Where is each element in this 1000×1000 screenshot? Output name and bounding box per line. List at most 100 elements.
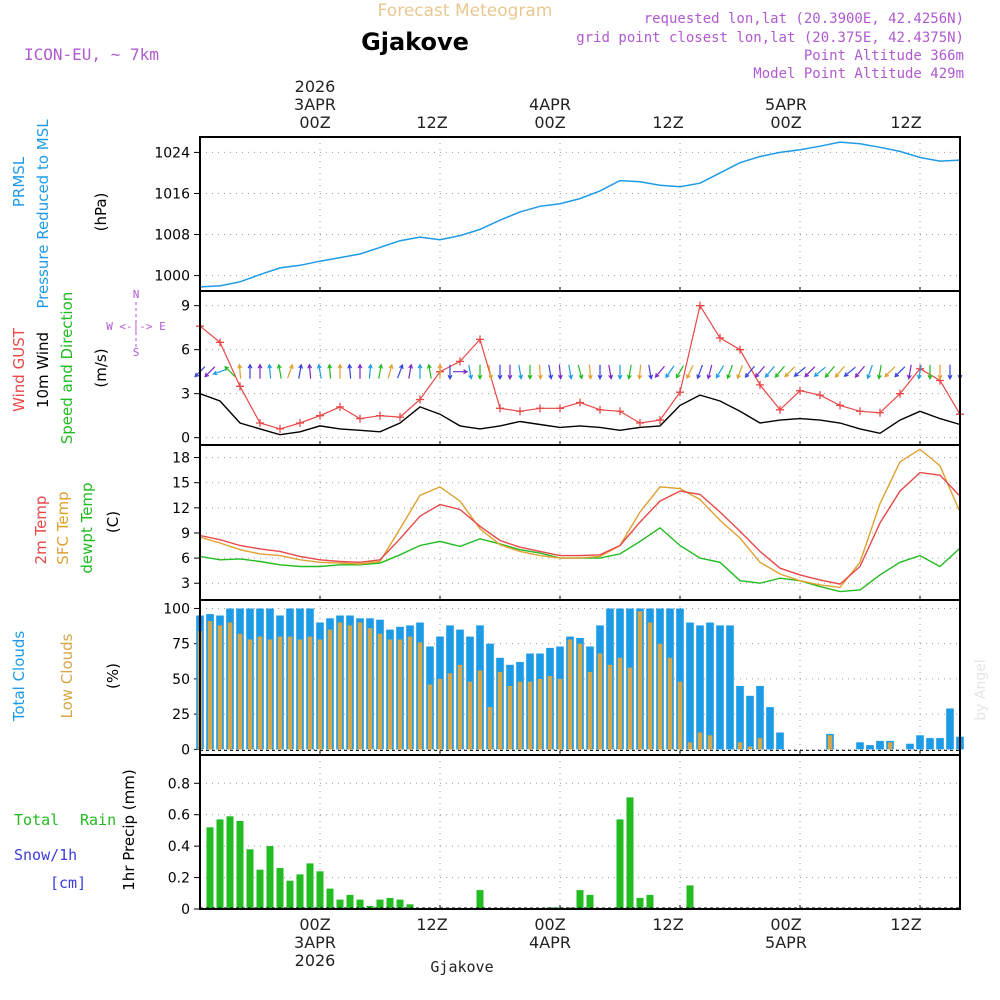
low-cloud-bar xyxy=(637,611,643,750)
low-cloud-bar xyxy=(667,657,673,750)
wind-gust-marker xyxy=(756,380,764,389)
rain-bar xyxy=(386,898,394,909)
wind-direction-arrow xyxy=(813,366,826,378)
location-title: Gjakove xyxy=(361,28,469,56)
temp-2m-line xyxy=(199,471,961,585)
low-cloud-bar xyxy=(627,667,633,750)
wind-gust-marker xyxy=(596,405,604,414)
wind-gust-marker xyxy=(536,404,544,413)
wind-direction-arrow xyxy=(706,364,713,380)
y-tick-label: 6 xyxy=(181,343,190,359)
top-date-label: 5APR xyxy=(765,95,807,114)
wind-direction-arrow xyxy=(854,365,865,378)
legend-pressure: Pressure Reduced to MSL xyxy=(34,119,52,309)
low-cloud-bar xyxy=(647,622,653,750)
wind-direction-arrow xyxy=(497,364,503,380)
y-tick-label: 75 xyxy=(172,637,190,653)
total-cloud-bar xyxy=(876,740,884,750)
total-cloud-bar xyxy=(936,738,944,750)
low-cloud-bar xyxy=(237,633,243,750)
unit-ms: (m/s) xyxy=(92,348,110,387)
wind-gust-marker xyxy=(636,419,644,427)
rain-bar xyxy=(636,898,644,909)
wind-direction-arrow xyxy=(824,365,835,378)
bottom-tick-label: 00Z xyxy=(299,915,330,934)
low-cloud-bar xyxy=(577,643,583,750)
y-tick-label: 100 xyxy=(163,601,190,617)
bottom-tick-label: 12Z xyxy=(652,915,683,934)
wind-direction-arrow xyxy=(453,369,469,375)
pressure-line xyxy=(199,141,961,288)
low-cloud-bar xyxy=(387,639,393,750)
wind-gust-marker xyxy=(216,338,224,347)
wind-direction-arrow xyxy=(527,364,533,380)
rain-bar xyxy=(476,890,484,909)
panel-border xyxy=(199,290,961,446)
wind-direction-arrow xyxy=(843,366,856,378)
wind-direction-arrow xyxy=(834,365,845,378)
low-cloud-bar xyxy=(567,639,573,750)
low-cloud-bar xyxy=(427,684,433,750)
y-tick-label: 1008 xyxy=(154,228,190,244)
wind-direction-arrow xyxy=(876,364,882,380)
wind-gust-marker xyxy=(656,416,664,425)
wind-gust-marker xyxy=(876,408,884,417)
low-cloud-bar xyxy=(597,653,603,750)
y-tick-label: 3 xyxy=(181,387,190,403)
legend-total-rain: Total xyxy=(14,811,59,829)
low-cloud-bar xyxy=(327,629,333,750)
wind-direction-arrow xyxy=(793,366,806,378)
total-cloud-bar xyxy=(916,735,924,750)
low-cloud-bar xyxy=(407,636,413,750)
wind-gust-marker xyxy=(376,411,384,420)
rain-bar xyxy=(616,819,624,909)
wind-direction-arrow xyxy=(597,364,603,380)
low-cloud-bar xyxy=(257,636,263,750)
legend-10m-wind: 10m Wind xyxy=(34,332,52,408)
wind-direction-arrow xyxy=(247,363,253,379)
total-cloud-bar xyxy=(946,708,954,750)
bottom-date-label: 3APR xyxy=(294,933,336,952)
rain-bar xyxy=(376,899,384,909)
wind-gust-marker xyxy=(236,382,244,391)
wind-direction-arrow xyxy=(884,366,896,378)
wind-gust-marker xyxy=(776,405,784,414)
wind-gust-marker xyxy=(516,407,524,416)
rain-bar xyxy=(396,899,404,909)
low-cloud-bar xyxy=(487,707,493,750)
top-tick-label: 12Z xyxy=(890,113,921,132)
y-tick-label: 50 xyxy=(172,672,190,688)
rain-bar xyxy=(296,874,304,909)
wind-direction-arrow xyxy=(626,364,632,380)
rain-bar xyxy=(586,894,594,909)
wind-direction-arrow xyxy=(437,363,443,379)
rain-bar xyxy=(266,846,274,909)
wind-gust-marker xyxy=(296,419,304,427)
wind-direction-arrow xyxy=(696,364,703,380)
compass-south: S xyxy=(133,346,140,359)
y-tick-label: 6 xyxy=(181,551,190,567)
legend-total-clouds: Total Clouds xyxy=(10,631,28,723)
rain-bar xyxy=(626,797,634,909)
wind-gust-marker xyxy=(276,424,284,433)
bottom-tick-label: 12Z xyxy=(890,915,921,934)
rain-bar xyxy=(346,894,354,909)
y-tick-label: 18 xyxy=(172,451,190,467)
low-cloud-bar xyxy=(827,735,833,750)
wind-direction-arrow xyxy=(637,364,643,380)
y-tick-label: 0 xyxy=(181,902,190,918)
low-cloud-bar xyxy=(607,664,613,750)
wind-direction-arrow xyxy=(267,363,273,379)
wind-direction-arrow xyxy=(347,363,353,379)
wind-direction-arrow xyxy=(937,364,943,380)
wind-direction-arrow xyxy=(906,364,912,380)
low-cloud-bar xyxy=(317,639,323,750)
model-label: ICON-EU, ~ 7km xyxy=(24,45,159,64)
low-cloud-bar xyxy=(687,742,693,750)
wind-direction-arrow xyxy=(316,363,322,379)
rain-bar xyxy=(206,827,214,909)
point-altitude: Point Altitude 366m xyxy=(804,48,964,64)
y-tick-label: 9 xyxy=(181,526,190,542)
rain-bar xyxy=(576,890,584,909)
wind-direction-arrow xyxy=(866,364,873,380)
